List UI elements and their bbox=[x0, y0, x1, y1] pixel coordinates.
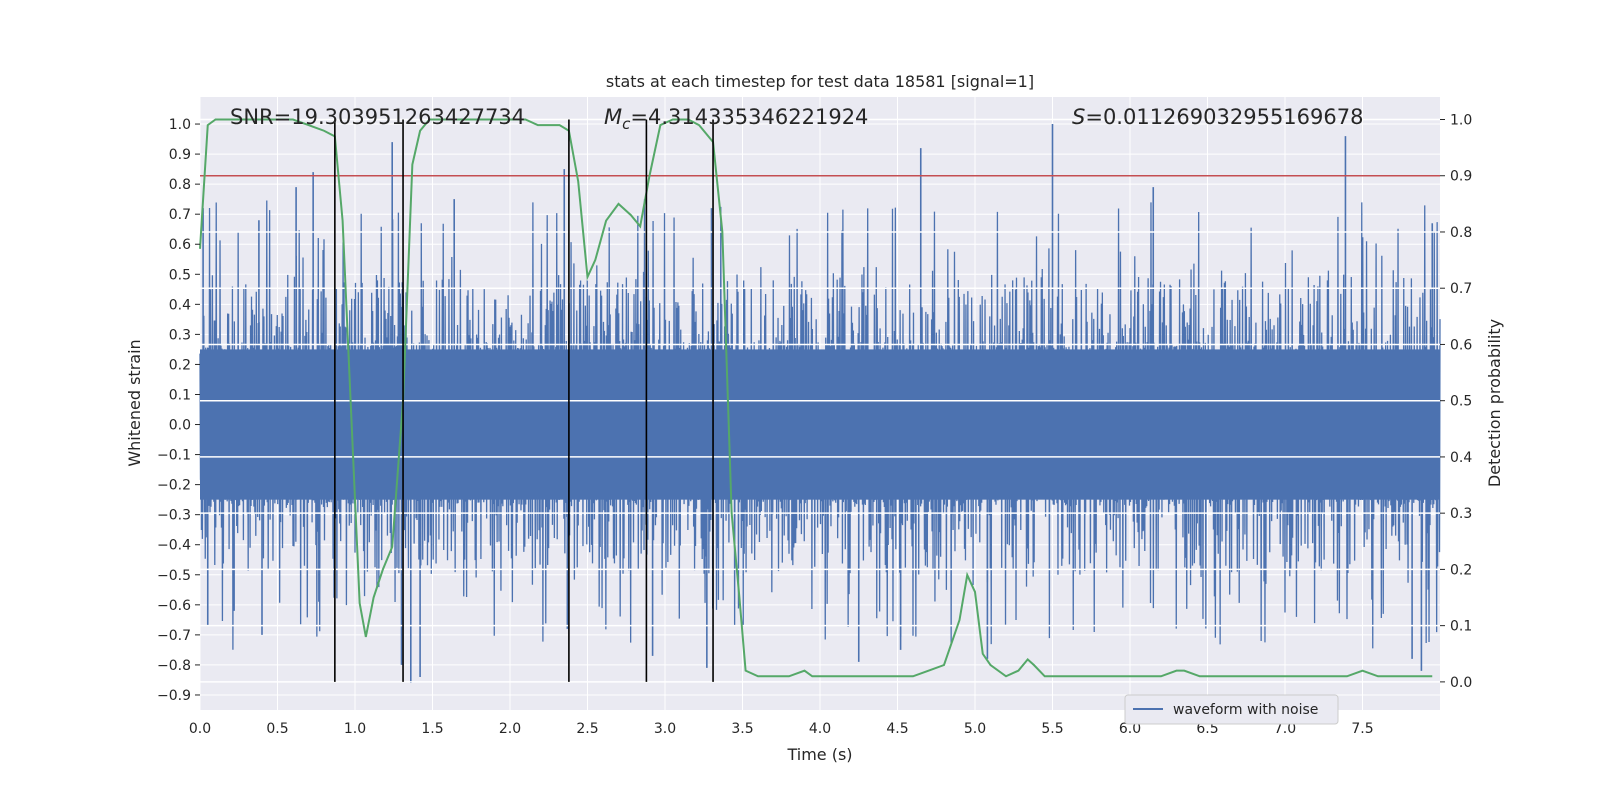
legend-entry-waveform: waveform with noise bbox=[1173, 702, 1318, 718]
y-tick-label: 0.5 bbox=[169, 267, 191, 283]
y2-tick-label: 0.2 bbox=[1450, 562, 1472, 578]
x-tick-label: 6.0 bbox=[1119, 721, 1141, 737]
y-tick-label: 0.9 bbox=[169, 147, 191, 163]
x-tick-label: 5.5 bbox=[1041, 721, 1063, 737]
y-tick-label: −0.9 bbox=[157, 688, 191, 704]
y-tick-label: −0.1 bbox=[157, 448, 191, 464]
probability-series bbox=[199, 118, 1433, 678]
x-axis-label: Time (s) bbox=[786, 745, 852, 764]
waveform-core bbox=[200, 349, 1440, 500]
mc-annotation-value: =4.314335346221924 bbox=[630, 105, 868, 129]
x-tick-label: 1.0 bbox=[344, 721, 366, 737]
legend-box bbox=[1124, 694, 1339, 725]
y-tick-label: −0.7 bbox=[157, 628, 191, 644]
x-tick-label: 2.5 bbox=[576, 721, 598, 737]
x-tick-label: 6.5 bbox=[1196, 721, 1218, 737]
waveform-series bbox=[199, 124, 1441, 683]
y2-axis-ticks: 1.0 0.9 0.8 0.7 0.6 0.5 0.4 0.3 0.2 0.1 0.0 bbox=[1440, 112, 1472, 691]
y-tick-label: −0.4 bbox=[157, 538, 191, 554]
y-tick-label: −0.2 bbox=[157, 478, 191, 494]
probability-line bbox=[199, 118, 1433, 678]
y2-tick-label: 0.6 bbox=[1450, 337, 1472, 353]
x-tick-label: 4.5 bbox=[886, 721, 908, 737]
snr-annotation: SNR=19.303951263427734 bbox=[230, 105, 525, 129]
x-tick-label: 3.5 bbox=[731, 721, 753, 737]
y-axis-ticks: 1.0 0.9 0.8 0.7 0.6 0.5 0.4 0.3 0.2 0.1 0.0 −0.1 −0.… bbox=[157, 117, 200, 704]
y2-tick-label: 0.7 bbox=[1450, 281, 1472, 297]
x-tick-label: 7.0 bbox=[1274, 721, 1296, 737]
y2-axis-label: Detection probability bbox=[1485, 319, 1504, 487]
x-tick-label: 2.0 bbox=[499, 721, 521, 737]
y-tick-label: −0.8 bbox=[157, 658, 191, 674]
x-tick-label: 0.5 bbox=[266, 721, 288, 737]
x-tick-label: 5.0 bbox=[964, 721, 986, 737]
y2-tick-label: 0.0 bbox=[1450, 675, 1472, 691]
y-tick-label: −0.5 bbox=[157, 568, 191, 584]
x-tick-label: 0.0 bbox=[189, 721, 211, 737]
legend: waveform with noise bbox=[1124, 694, 1339, 725]
y-tick-label: 0.2 bbox=[169, 357, 191, 373]
y-tick-label: 0.3 bbox=[169, 327, 191, 343]
y2-tick-label: 0.5 bbox=[1450, 394, 1472, 410]
y-tick-label: 0.7 bbox=[169, 207, 191, 223]
y-tick-label: 0.8 bbox=[169, 177, 191, 193]
mc-annotation: Mc=4.314335346221924 bbox=[604, 105, 868, 133]
x-tick-label: 7.5 bbox=[1351, 721, 1373, 737]
y2-tick-label: 0.9 bbox=[1450, 169, 1472, 185]
y-tick-label: 0.0 bbox=[169, 418, 191, 434]
event-lines bbox=[334, 119, 714, 682]
y-tick-label: 0.4 bbox=[169, 297, 191, 313]
s-annotation: S=0.011269032955169678 bbox=[1072, 105, 1363, 129]
y-tick-label: 0.6 bbox=[169, 237, 191, 253]
y-tick-label: 1.0 bbox=[169, 117, 191, 133]
y2-tick-label: 0.1 bbox=[1450, 619, 1472, 635]
y2-tick-label: 0.8 bbox=[1450, 225, 1472, 241]
y-tick-label: −0.3 bbox=[157, 508, 191, 524]
y2-tick-label: 0.4 bbox=[1450, 450, 1472, 466]
y-axis-label: Whitened strain bbox=[125, 339, 144, 466]
chart-title: stats at each timestep for test data 185… bbox=[606, 72, 1034, 91]
y2-tick-label: 0.3 bbox=[1450, 506, 1472, 522]
y2-tick-label: 1.0 bbox=[1450, 112, 1472, 128]
y-tick-label: 0.1 bbox=[169, 387, 191, 403]
y-tick-label: −0.6 bbox=[157, 598, 191, 614]
x-tick-label: 1.5 bbox=[421, 721, 443, 737]
s-annotation-value: =0.011269032955169678 bbox=[1085, 105, 1363, 129]
x-tick-label: 3.0 bbox=[654, 721, 676, 737]
x-axis-ticks: 0.0 0.5 1.0 1.5 2.0 2.5 3.0 3.5 4.0 4.5 5.0 5.5 6.0 6… bbox=[189, 721, 1374, 737]
x-tick-label: 4.0 bbox=[809, 721, 831, 737]
